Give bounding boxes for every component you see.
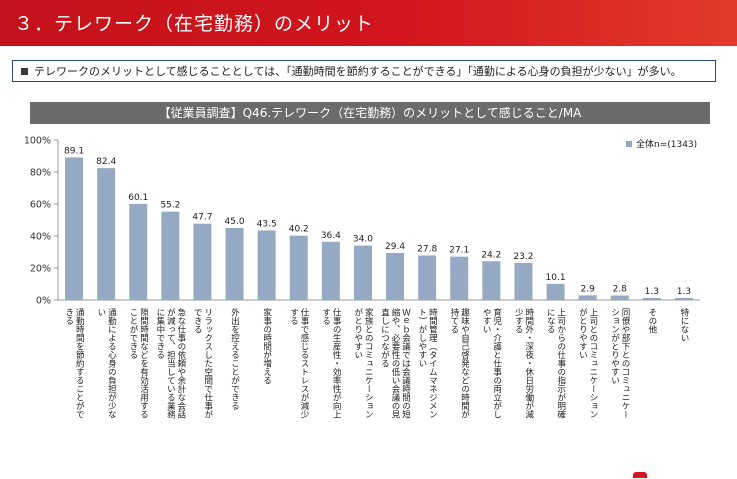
page-header: ３．テレワーク（在宅勤務）のメリット xyxy=(0,0,737,46)
x-tick-label: できる xyxy=(192,308,202,334)
bar xyxy=(225,228,244,300)
bar-chart: 0% 20% 40% 60% 80% 100% 89.1 通勤時間を節約することができる 82.… xyxy=(24,136,700,419)
y-tick-label: 20% xyxy=(30,264,51,275)
bar xyxy=(193,223,212,300)
bar xyxy=(129,203,148,300)
y-tick-label: 100% xyxy=(24,136,51,147)
data-label: 82.4 xyxy=(96,157,116,167)
bar xyxy=(257,230,276,300)
y-tick-label: 0% xyxy=(36,296,51,307)
page-title: ３．テレワーク（在宅勤務）のメリット xyxy=(14,13,375,35)
square-bullet-icon xyxy=(21,67,28,75)
bar xyxy=(97,168,116,300)
data-label: 2.9 xyxy=(580,284,595,294)
bar xyxy=(386,252,405,300)
data-label: 40.2 xyxy=(289,225,309,235)
x-tick-label: 仕事の生産性・効率性が向上 xyxy=(331,307,341,418)
data-label: 1.3 xyxy=(645,287,659,297)
x-tick-label: その他 xyxy=(647,308,657,334)
bar xyxy=(642,297,661,300)
x-tick-label: 家族とのコミュニケーション xyxy=(363,307,373,418)
x-tick-label: 通勤による心身の負担が少な xyxy=(106,307,116,418)
x-tick-label: 特にない xyxy=(679,307,689,342)
x-tick-label: が減って、担当している業務 xyxy=(165,307,175,419)
x-tick-label: 仕事で感じるストレスが減少 xyxy=(299,307,309,418)
x-tick-label: やすい xyxy=(481,308,491,334)
x-tick-label: ト）がしやすい xyxy=(417,308,427,368)
x-tick-label: リラックスした空間で仕事が xyxy=(203,308,213,419)
x-tick-label: 持てる xyxy=(449,307,459,333)
data-label: 23.2 xyxy=(513,252,533,262)
logo-mark xyxy=(633,472,647,478)
x-tick-label: がとりやすい xyxy=(353,307,363,359)
x-tick-label: になる xyxy=(545,308,555,334)
data-label: 55.2 xyxy=(160,201,180,211)
legend-label: 全体n=(1343) xyxy=(636,138,697,150)
bar xyxy=(674,297,693,300)
data-label: 45.0 xyxy=(225,217,245,227)
bar xyxy=(161,211,180,300)
x-tick-label: 通勤時間を節約することがで xyxy=(74,307,84,418)
x-tick-label: 趣味や自己啓発などの時間が xyxy=(460,307,470,418)
summary-text: テレワークのメリットとして感じることとしては、「通勤時間を節約することができる」… xyxy=(34,65,682,78)
bar xyxy=(482,261,501,300)
data-label: 10.1 xyxy=(546,273,566,283)
x-tick-label: 縮や、必要性の低い会議の見 xyxy=(390,307,400,419)
x-tick-label: ションがとりやすい xyxy=(610,308,620,385)
data-label: 43.5 xyxy=(257,219,277,229)
x-tick-label: する xyxy=(321,308,331,325)
y-tick-label: 60% xyxy=(30,200,51,211)
bar xyxy=(546,283,565,300)
x-tick-label: ことができる xyxy=(128,308,138,359)
data-label: 2.8 xyxy=(613,285,628,295)
data-label: 60.1 xyxy=(128,193,148,203)
bar xyxy=(450,256,469,300)
legend-swatch xyxy=(626,141,632,147)
y-tick-label: 80% xyxy=(30,168,51,179)
bar xyxy=(610,295,629,300)
data-label: 1.3 xyxy=(677,287,691,297)
summary-box: テレワークのメリットとして感じることとしては、「通勤時間を節約することができる」… xyxy=(12,60,716,82)
bar xyxy=(353,245,372,300)
data-label: 47.7 xyxy=(192,213,212,223)
y-tick-label: 40% xyxy=(30,232,51,243)
x-tick-label: 時間管理（タイムマネジメン xyxy=(427,308,437,419)
bar xyxy=(289,235,308,300)
bar xyxy=(65,157,84,300)
x-tick-label: 外出を控えることができる xyxy=(230,307,240,410)
x-tick-label: がとりやすい xyxy=(577,307,587,359)
bar xyxy=(578,295,597,300)
x-tick-label: Ｗｅｂ会議では会議時間の短 xyxy=(401,308,411,419)
x-tick-label: 少する xyxy=(513,308,523,334)
bar xyxy=(514,262,533,300)
data-label: 34.0 xyxy=(353,235,373,245)
x-tick-label: 同僚や部下とのコミュニケー xyxy=(620,308,630,419)
data-label: 27.8 xyxy=(417,245,437,255)
chart-title: 【従業員調査】Q46.テレワーク（在宅勤務）のメリットとして感じること/MA xyxy=(30,102,710,124)
bar xyxy=(418,255,437,300)
x-tick-label: に集中できる xyxy=(155,308,165,359)
x-tick-label: 上司からの仕事の指示が明確 xyxy=(556,308,566,419)
data-label: 24.2 xyxy=(481,250,501,260)
x-tick-label: する xyxy=(289,308,299,325)
data-label: 27.1 xyxy=(449,246,469,256)
data-label: 29.4 xyxy=(385,242,405,252)
x-tick-label: 直しにつながる xyxy=(380,307,390,367)
data-label: 36.4 xyxy=(321,231,341,241)
x-tick-label: 育児・介護と仕事の両立がし xyxy=(492,307,502,418)
x-tick-label: い xyxy=(96,308,106,317)
bar xyxy=(321,241,340,300)
x-tick-label: 急な仕事の依頼や余計な会話 xyxy=(176,307,186,419)
x-tick-label: 家事の時間が増える xyxy=(262,307,272,384)
x-tick-label: 上司とのコミュニケーション xyxy=(588,308,598,419)
x-tick-label: きる xyxy=(64,308,74,325)
data-label: 89.1 xyxy=(64,146,84,156)
x-tick-label: 時間外・深夜・休日労働が減 xyxy=(524,308,534,419)
x-tick-label: 隙間時間などを有効活用する xyxy=(139,307,149,418)
